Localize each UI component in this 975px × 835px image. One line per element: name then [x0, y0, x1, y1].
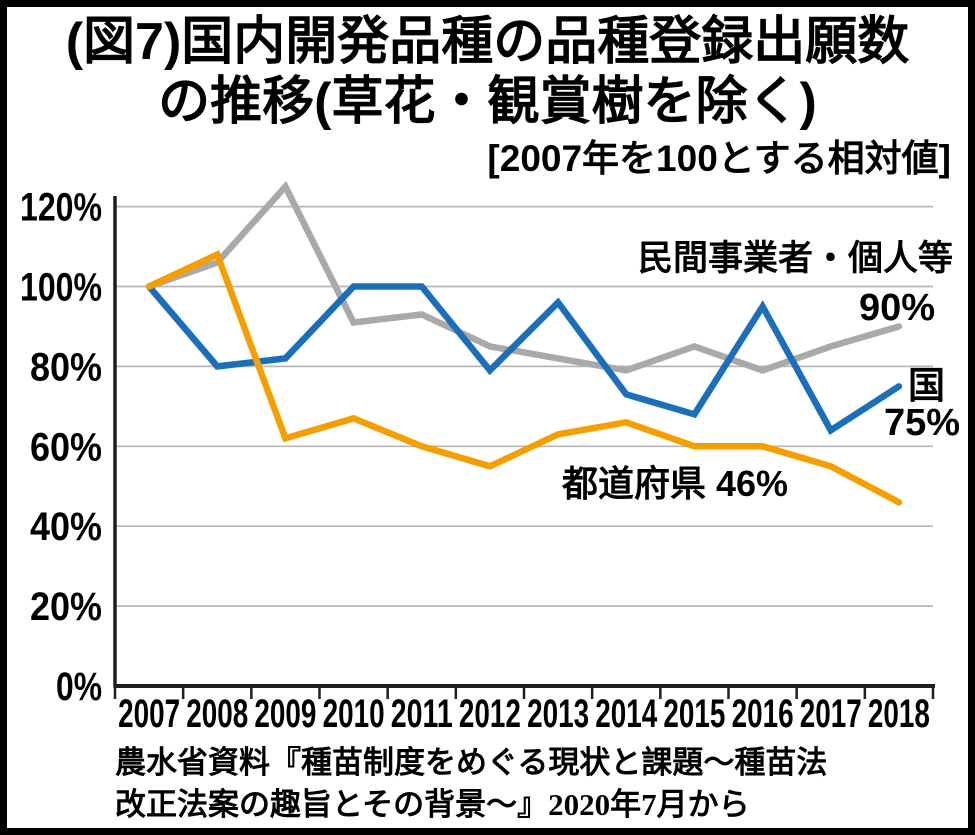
x-tick-label-2010: 2010 — [323, 692, 385, 736]
x-tick-label-2008: 2008 — [186, 692, 248, 736]
series-line-1 — [145, 283, 903, 435]
chart-subtitle: [2007年を100とする相対値] — [487, 138, 951, 179]
y-tick-label-60: 60% — [30, 425, 102, 469]
x-tick-label-2015: 2015 — [663, 692, 725, 736]
x-tick-label-2009: 2009 — [254, 692, 316, 736]
y-tick-label-100: 100% — [20, 266, 102, 310]
x-tick-label-2016: 2016 — [732, 692, 794, 736]
x-tick-label-2007: 2007 — [118, 692, 180, 736]
y-tick-label-20: 20% — [30, 585, 102, 629]
chart-title: (図7)国内開発品種の品種登録出願数 の推移(草花・観賞樹を除く) — [0, 12, 975, 133]
series-line-0 — [145, 180, 903, 374]
y-tick-label-120: 120% — [20, 186, 102, 230]
series-label-national: 国 — [908, 365, 945, 406]
x-tick-label-2011: 2011 — [391, 692, 453, 736]
series-label-private: 民間事業者・個人等 — [637, 239, 953, 278]
x-tick-label-2014: 2014 — [595, 692, 658, 736]
x-tick-label-2013: 2013 — [527, 692, 589, 736]
source-note-line1: 農水省資料『種苗制度をめぐる現状と課題〜種苗法 — [115, 745, 828, 780]
x-tick-label-2012: 2012 — [459, 692, 521, 736]
y-tick-label-80: 80% — [30, 345, 102, 389]
source-note: 農水省資料『種苗制度をめぐる現状と課題〜種苗法 改正法案の趣旨とその背景〜』20… — [115, 742, 827, 825]
x-tick-label-2018: 2018 — [868, 692, 930, 736]
series-value-national: 75% — [883, 402, 960, 444]
x-tick-label-2017: 2017 — [800, 692, 862, 736]
series-line-2 — [145, 250, 903, 506]
series-value-private: 90% — [858, 287, 935, 329]
y-tick-label-0: 0% — [56, 665, 102, 709]
chart-title-line1: (図7)国内開発品種の品種登録出願数 — [65, 13, 910, 71]
source-note-line2: 改正法案の趣旨とその背景〜』2020年7月から — [115, 786, 750, 822]
series-label-prefecture: 都道府県 46% — [562, 463, 789, 504]
chart-title-line2: の推移(草花・観賞樹を除く) — [158, 73, 817, 132]
y-tick-label-40: 40% — [30, 505, 102, 549]
